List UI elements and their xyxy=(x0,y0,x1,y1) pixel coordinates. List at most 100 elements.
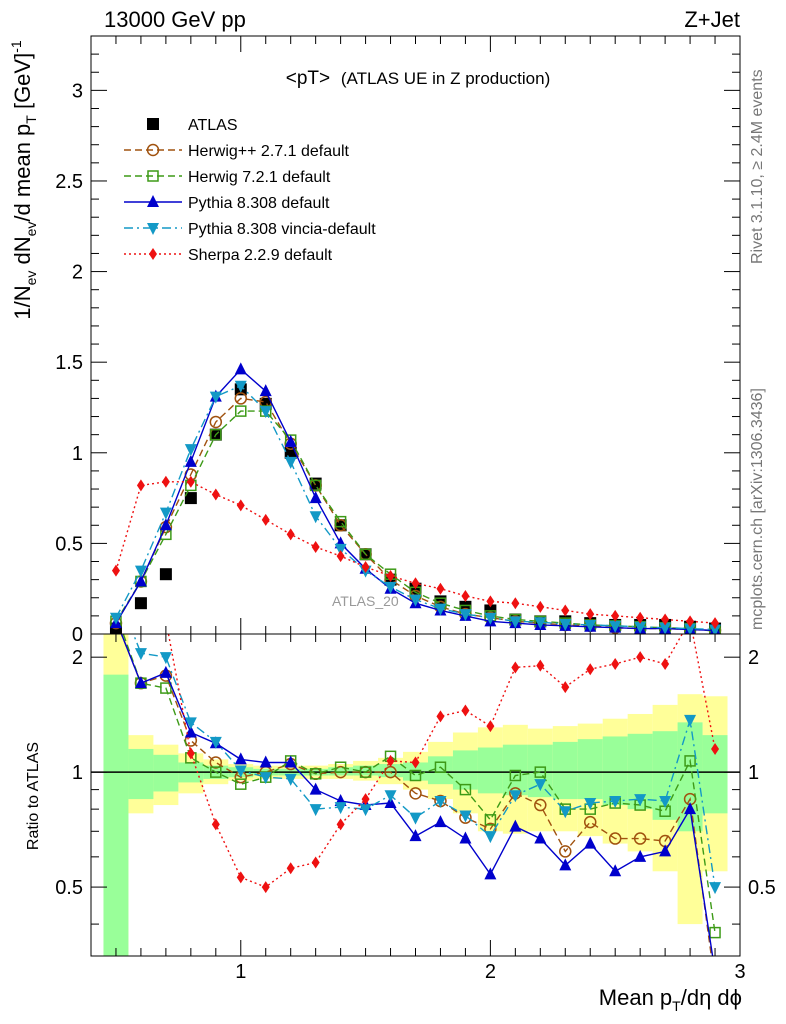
legend-item-pythia-8-308-vincia-default: Pythia 8.308 vincia-default xyxy=(124,221,376,238)
data-point-pythia-8-308-vincia-default xyxy=(159,507,172,520)
legend-marker xyxy=(147,195,159,207)
ratio-point-sherpa-2-2-9-default xyxy=(236,871,245,884)
ratio-point-herwig-2-7-1-default xyxy=(559,845,572,858)
data-point-sherpa-2-2-9-default xyxy=(536,600,545,613)
ratio-point-sherpa-2-2-9-default xyxy=(561,681,570,694)
ratio-point-herwig-2-7-1-default xyxy=(409,787,422,800)
legend-item-pythia-8-308-default: Pythia 8.308 default xyxy=(124,195,330,212)
data-point-sherpa-2-2-9-default xyxy=(611,609,620,622)
data-point-pythia-8-308-vincia-default xyxy=(609,620,622,633)
data-point-herwig-2-7-1-default xyxy=(209,415,223,429)
data-point-pythia-8-308-vincia-default xyxy=(309,511,322,524)
x-tick-label: 3 xyxy=(734,961,745,983)
ratio-point-herwig-7-2-1-default xyxy=(235,778,247,790)
data-point-pythia-8-308-vincia-default xyxy=(334,543,347,556)
ratio-point-pythia-8-308-default xyxy=(559,858,572,871)
data-point-sherpa-2-2-9-default xyxy=(161,475,170,488)
ratio-point-sherpa-2-2-9-default xyxy=(661,657,670,670)
ratio-series-clipped xyxy=(120,634,722,977)
main-y-tick-label: 3 xyxy=(72,80,83,102)
legend-label: Pythia 8.308 vincia-default xyxy=(188,221,376,238)
legend-label: ATLAS xyxy=(188,117,238,134)
data-point-pythia-8-308-vincia-default xyxy=(459,609,472,622)
data-point-herwig-7-2-1-default xyxy=(359,548,372,561)
series-pythia-8-308-vincia-default xyxy=(109,380,722,634)
ratio-band-inner-bin xyxy=(552,741,578,800)
data-point-sherpa-2-2-9-default xyxy=(336,550,345,563)
ratio-point-pythia-8-308-default xyxy=(509,819,522,832)
ratio-point-pythia-8-308-default xyxy=(259,755,272,768)
ratio-point-pythia-8-308-default xyxy=(609,864,622,877)
data-point-pythia-8-308-vincia-default xyxy=(584,619,597,632)
main-y-tick-label: 1.5 xyxy=(55,352,83,374)
ratio-point-herwig-7-2-1-default xyxy=(684,755,696,767)
data-point-sherpa-2-2-9-default xyxy=(711,617,720,630)
ratio-point-pythia-8-308-default xyxy=(659,844,672,857)
legend-item-herwig-2-7-1-default: Herwig++ 2.7.1 default xyxy=(124,143,350,160)
main-y-tick-label: 2.5 xyxy=(55,171,83,193)
data-point-herwig-7-2-1-default xyxy=(334,515,347,528)
ratio-y-tick-label: 2 xyxy=(72,647,83,669)
main-y-tick-label: 1 xyxy=(72,443,83,465)
data-point-pythia-8-308-vincia-default xyxy=(484,612,497,625)
data-point-pythia-8-308-vincia-default xyxy=(234,380,247,393)
ratio-point-herwig-7-2-1-default xyxy=(509,769,522,782)
ratio-point-herwig-2-7-1-default xyxy=(633,832,647,845)
ratio-point-pythia-8-308-vincia-default xyxy=(134,648,147,661)
ratio-point-sherpa-2-2-9-default xyxy=(261,881,270,894)
legend-label: Pythia 8.308 default xyxy=(188,195,330,212)
ratio-point-pythia-8-308-vincia-default xyxy=(159,652,172,665)
ratio-point-pythia-8-308-vincia-default xyxy=(184,717,197,730)
data-point-pythia-8-308-vincia-default xyxy=(284,456,297,469)
legend-label: Herwig++ 2.7.1 default xyxy=(188,143,350,160)
ratio-series-group xyxy=(120,634,722,977)
ratio-point-sherpa-2-2-9-default xyxy=(211,818,220,831)
data-point-herwig-2-7-1-default xyxy=(234,392,248,405)
ratio-point-herwig-7-2-1-default xyxy=(160,682,172,694)
ratio-point-herwig-7-2-1-default xyxy=(210,766,222,778)
legend-item-sherpa-2-2-9-default: Sherpa 2.2.9 default xyxy=(124,247,333,264)
legend-marker xyxy=(146,143,160,157)
ratio-point-pythia-8-308-default xyxy=(309,782,322,795)
data-point-atlas xyxy=(159,568,172,581)
ratio-point-sherpa-2-2-9-default xyxy=(486,720,495,733)
ratio-point-herwig-7-2-1-default xyxy=(434,761,447,773)
ratio-point-pythia-8-308-default xyxy=(709,965,721,977)
ratio-point-pythia-8-308-vincia-default xyxy=(534,779,547,792)
ratio-point-sherpa-2-2-9-default xyxy=(436,710,445,723)
ratio-point-pythia-8-308-default xyxy=(159,665,172,678)
ratio-point-pythia-8-308-default xyxy=(584,836,597,849)
data-point-pythia-8-308-vincia-default xyxy=(384,581,397,594)
data-point-pythia-8-308-default xyxy=(259,384,272,397)
data-point-pythia-8-308-vincia-default xyxy=(659,622,672,634)
data-point-pythia-8-308-vincia-default xyxy=(534,617,547,630)
ratio-point-pythia-8-308-default xyxy=(234,752,247,765)
ratio-point-sherpa-2-2-9-default xyxy=(336,818,345,831)
watermark-text: ATLAS_20 xyxy=(332,593,399,609)
data-point-sherpa-2-2-9-default xyxy=(261,513,270,526)
y-axis-label-ratio: Ratio to ATLAS xyxy=(25,742,42,850)
ratio-point-sherpa-2-2-9-default xyxy=(186,747,195,760)
ratio-point-pythia-8-308-vincia-default xyxy=(509,790,522,803)
series-line-herwig-7-2-1-default xyxy=(115,410,716,632)
data-point-sherpa-2-2-9-default xyxy=(586,608,595,621)
ratio-point-pythia-8-308-vincia-default xyxy=(659,796,672,809)
ratio-point-pythia-8-308-default xyxy=(484,867,497,880)
main-panel: 0 0.5 1 1.5 2 2.5 3 ATLAS_20 <pT> (ATLAS UE in… xyxy=(55,35,741,646)
ratio-line-herwig-2-7-1-default xyxy=(120,634,713,956)
data-point-atlas xyxy=(184,492,197,505)
data-point-sherpa-2-2-9-default xyxy=(361,560,370,573)
data-point-sherpa-2-2-9-default xyxy=(436,582,445,595)
ratio-point-pythia-8-308-vincia-default xyxy=(459,810,472,823)
data-point-pythia-8-308-vincia-default xyxy=(409,594,422,607)
ratio-band-inner-bin xyxy=(153,754,179,792)
data-point-pythia-8-308-vincia-default xyxy=(134,565,147,578)
legend: ATLAS Herwig++ 2.7.1 default Herwig 7.2.1 … xyxy=(124,117,376,264)
data-point-sherpa-2-2-9-default xyxy=(511,597,520,610)
data-point-herwig-7-2-1-default xyxy=(210,428,222,441)
main-y-tick-label: 2 xyxy=(72,262,83,284)
data-point-sherpa-2-2-9-default xyxy=(661,613,670,626)
ratio-point-pythia-8-308-vincia-default xyxy=(359,804,372,817)
data-point-sherpa-2-2-9-default xyxy=(211,488,220,501)
